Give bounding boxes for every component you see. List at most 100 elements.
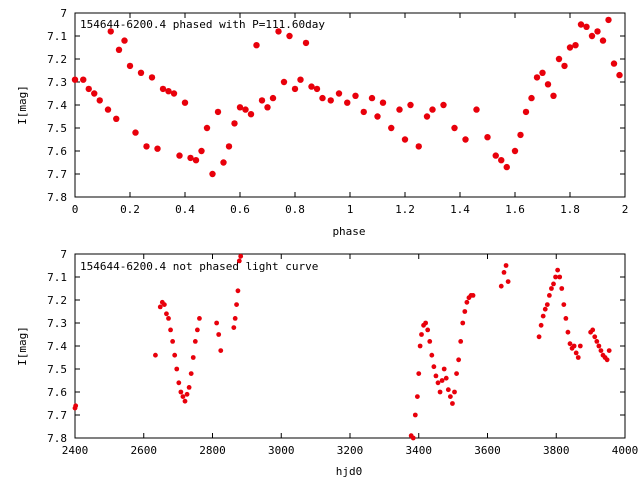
data-point: [577, 21, 585, 28]
data-point: [225, 143, 233, 150]
data-point: [550, 92, 557, 100]
data-point: [286, 32, 293, 40]
data-point: [107, 28, 114, 35]
unphased-x-tick-label: 3800: [543, 444, 570, 457]
data-point: [170, 90, 178, 97]
data-point: [437, 389, 443, 395]
data-point: [462, 136, 469, 143]
unphased-y-tick-label: 7.8: [47, 432, 67, 445]
data-point: [327, 97, 334, 104]
data-point: [235, 288, 241, 294]
data-point: [561, 302, 567, 307]
unphased-y-tick-label: 7.1: [47, 271, 67, 284]
data-point: [85, 85, 92, 93]
unphased-y-tick-label: 7.4: [47, 340, 67, 353]
data-point: [419, 332, 424, 337]
data-point: [143, 143, 150, 150]
data-point: [594, 339, 600, 344]
data-point: [501, 270, 507, 275]
data-point: [544, 302, 550, 307]
data-point: [188, 371, 194, 376]
data-point: [214, 320, 220, 326]
data-point: [416, 371, 422, 376]
data-point: [178, 389, 184, 395]
phased-x-axis-label: phase: [332, 225, 365, 238]
data-point: [234, 302, 239, 307]
data-point: [522, 108, 530, 116]
data-point: [443, 375, 449, 381]
data-point: [583, 23, 590, 30]
data-point: [565, 329, 571, 335]
data-point: [460, 320, 466, 326]
data-point: [451, 124, 458, 132]
phased-y-tick-label: 7.3: [47, 76, 67, 89]
unphased-x-axis-label: hjd0: [336, 465, 363, 478]
data-point: [604, 357, 610, 363]
data-point: [194, 327, 200, 333]
data-point: [166, 316, 171, 321]
data-point: [214, 108, 222, 116]
data-point: [157, 304, 163, 310]
unphased-x-tick-label: 3600: [474, 444, 501, 457]
data-point: [588, 32, 596, 40]
data-point: [561, 62, 568, 70]
data-point: [417, 343, 423, 349]
unphased-x-tick-label: 2800: [199, 444, 226, 457]
data-point: [368, 94, 376, 102]
data-point: [542, 306, 548, 312]
data-point: [431, 364, 437, 370]
data-point: [528, 94, 535, 102]
data-point: [447, 394, 453, 399]
data-point: [180, 394, 186, 399]
data-point: [269, 94, 277, 102]
phased-y-axis-label: I[mag]: [16, 85, 29, 125]
data-point: [148, 74, 156, 81]
data-point: [473, 106, 480, 113]
data-point: [425, 327, 431, 333]
data-point: [319, 94, 326, 102]
data-point: [546, 293, 552, 298]
data-point: [232, 316, 238, 321]
data-point: [247, 111, 255, 118]
data-point: [456, 357, 462, 363]
data-point: [253, 42, 260, 49]
data-point: [216, 332, 222, 337]
unphased-y-axis-label: I[mag]: [16, 326, 29, 366]
data-point: [115, 46, 123, 53]
phased-plot-frame: [74, 12, 626, 198]
phased-x-tick-label: 1.8: [560, 203, 580, 216]
data-point: [396, 106, 403, 113]
data-point: [121, 37, 128, 44]
data-point: [176, 152, 183, 159]
data-point: [172, 352, 178, 358]
phased-x-tick-label: 0.8: [285, 203, 305, 216]
data-point: [454, 371, 459, 376]
data-point: [161, 302, 167, 307]
data-point: [505, 279, 511, 284]
data-point: [165, 88, 172, 95]
data-point: [174, 366, 180, 372]
data-point: [360, 108, 367, 116]
data-point: [192, 339, 198, 344]
data-point: [517, 131, 524, 139]
data-point: [197, 316, 202, 321]
data-point: [181, 99, 189, 106]
phased-x-tick-label: 1: [347, 203, 354, 216]
data-point: [492, 152, 499, 159]
data-point: [374, 113, 381, 120]
data-point: [192, 157, 200, 164]
unphased-light-curve-plot: 154644-6200.4 not phased light curve hjd…: [16, 248, 638, 478]
data-point: [533, 74, 541, 81]
data-point: [209, 170, 216, 178]
data-point: [236, 104, 244, 111]
data-point: [275, 28, 282, 35]
unphased-data-series: [72, 253, 612, 441]
data-point: [187, 154, 194, 162]
phased-data-series: [71, 16, 623, 178]
data-point: [606, 348, 612, 353]
data-point: [594, 28, 601, 35]
data-point: [80, 76, 87, 83]
data-point: [599, 37, 607, 44]
data-point: [238, 253, 244, 259]
data-point: [503, 163, 510, 171]
